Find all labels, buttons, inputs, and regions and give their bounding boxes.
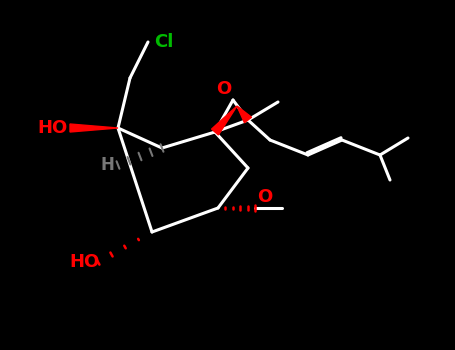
Polygon shape [237,106,252,123]
Polygon shape [212,106,237,135]
Text: O: O [257,188,272,206]
Text: O: O [216,80,231,98]
Text: H: H [100,156,114,174]
Polygon shape [70,124,118,132]
Text: Cl: Cl [154,33,173,51]
Text: HO: HO [38,119,68,137]
Text: HO: HO [70,253,100,271]
